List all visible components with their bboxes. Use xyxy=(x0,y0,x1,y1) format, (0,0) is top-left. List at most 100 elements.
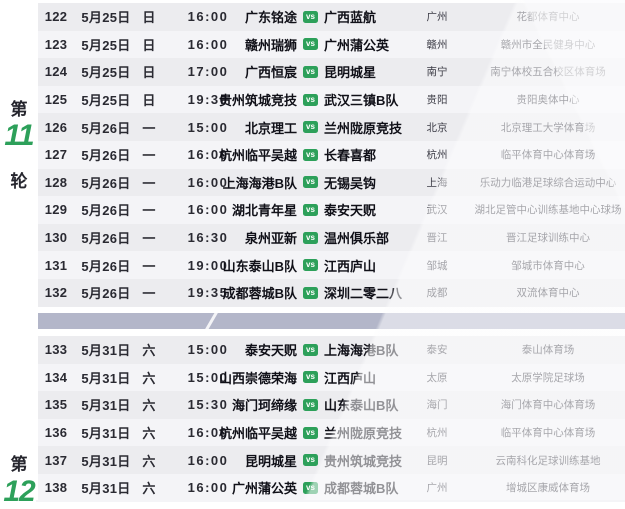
home-team: 昆明城星 xyxy=(244,453,297,469)
vs-badge: vs xyxy=(302,336,319,364)
match-row: 127 5月26日一 16:00 杭州临平吴越 vs 长春喜都 杭州 临平体育中心体育场 xyxy=(36,141,625,169)
match-date: 5月26日 xyxy=(81,258,131,274)
match-number: 128 xyxy=(44,174,68,190)
vs-badge-label: vs xyxy=(303,398,318,411)
match-date: 5月31日 xyxy=(81,426,131,442)
match-weekday: 日 xyxy=(142,93,156,109)
vs-badge-label: vs xyxy=(303,231,318,244)
vs-badge-label: vs xyxy=(303,426,318,439)
match-row: 138 5月31日六 16:00 广州蒲公英 vs 成都蓉城B队 广州 增城区康威体育场 xyxy=(36,474,625,502)
home-team: 湖北青年星 xyxy=(231,203,297,219)
match-row: 123 5月25日日 16:00 赣州瑞狮 vs 广州蒲公英 赣州 赣州市全民健身中心 xyxy=(36,30,625,59)
city-label: 晋江 xyxy=(426,232,448,245)
match-row: 134 5月31日六 15:00 山西崇德荣海 vs 江西庐山 太原 太原学院足球场 xyxy=(36,363,625,392)
venue-label: 北京理工大学体育场 xyxy=(500,121,596,134)
match-number: 131 xyxy=(44,257,68,273)
venue-label: 临平体育中心体育场 xyxy=(500,149,596,162)
venue-label: 乐动力临港足球综合运动中心 xyxy=(479,176,617,189)
match-weekday: 日 xyxy=(142,10,156,26)
vs-badge: vs xyxy=(302,196,319,224)
match-row: 122 5月25日日 16:00 广东铭途 vs 广西蓝航 广州 花都体育中心 xyxy=(36,3,625,31)
match-date: 5月26日 xyxy=(81,175,131,191)
match-weekday: 六 xyxy=(142,398,156,414)
match-row: 125 5月25日日 19:30 贵州筑城竞技 vs 武汉三镇B队 贵阳 贵阳奥体中心 xyxy=(36,85,625,114)
city-label: 上海 xyxy=(426,176,448,189)
match-row: 130 5月26日一 16:30 泉州亚新 vs 温州俱乐部 晋江 晋江足球训练中心 xyxy=(36,223,625,252)
round-11-prefix: 第 xyxy=(10,100,28,119)
vs-badge-label: vs xyxy=(303,343,318,356)
vs-badge: vs xyxy=(302,3,319,31)
venue-label: 太原学院足球场 xyxy=(511,371,585,384)
match-weekday: 一 xyxy=(142,286,156,302)
vs-badge: vs xyxy=(302,251,319,279)
match-number: 137 xyxy=(44,452,68,468)
round-12-section: 133 5月31日六 15:00 泰安天贶 vs 上海海港B队 泰安 泰山体育场 134 5月31… xyxy=(36,336,625,502)
vs-badge-label: vs xyxy=(303,371,318,384)
match-number: 124 xyxy=(44,64,68,80)
city-label: 昆明 xyxy=(426,454,448,467)
vs-badge-label: vs xyxy=(303,65,318,78)
home-team: 山东泰山B队 xyxy=(222,258,297,274)
vs-badge: vs xyxy=(302,169,319,197)
match-number: 130 xyxy=(44,230,68,246)
vs-badge-label: vs xyxy=(303,148,318,161)
city-label: 泰安 xyxy=(426,344,448,357)
venue-label: 增城区康威体育场 xyxy=(506,482,590,495)
vs-badge-label: vs xyxy=(303,121,318,134)
vs-badge: vs xyxy=(302,58,319,86)
city-label: 武汉 xyxy=(426,204,448,217)
vs-badge: vs xyxy=(302,391,319,419)
match-weekday: 日 xyxy=(142,37,156,53)
city-label: 太原 xyxy=(426,371,448,384)
vs-badge-label: vs xyxy=(303,454,318,467)
vs-badge-label: vs xyxy=(303,286,318,299)
round-12-number: 12 xyxy=(3,475,35,508)
match-number: 133 xyxy=(44,342,68,358)
match-number: 126 xyxy=(44,119,68,135)
vs-badge: vs xyxy=(302,224,319,252)
home-team: 泰安天贶 xyxy=(244,343,297,359)
match-row: 135 5月31日六 15:30 海门珂缔缘 vs 山东泰山B队 海门 海门体育中心体育场 xyxy=(36,391,625,419)
venue-label: 湖北足管中心训练基地中心球场 xyxy=(474,204,622,217)
venue-label: 海门体育中心体育场 xyxy=(500,399,596,412)
match-date: 5月25日 xyxy=(81,10,131,26)
city-label: 海门 xyxy=(426,399,448,412)
city-label: 成都 xyxy=(426,287,448,300)
round-12-prefix: 第 xyxy=(10,455,28,474)
match-number: 135 xyxy=(44,397,68,413)
match-weekday: 一 xyxy=(142,120,156,136)
match-number: 132 xyxy=(44,285,68,301)
vs-badge: vs xyxy=(302,279,319,307)
home-team: 海门珂缔缘 xyxy=(231,398,297,414)
city-label: 北京 xyxy=(426,121,448,134)
city-label: 贵阳 xyxy=(426,94,448,107)
match-weekday: 一 xyxy=(142,203,156,219)
home-team: 贵州筑城竞技 xyxy=(218,93,297,109)
round-11-suffix: 轮 xyxy=(10,172,28,191)
match-weekday: 六 xyxy=(142,481,156,497)
divider-slash xyxy=(205,311,218,331)
vs-badge: vs xyxy=(302,86,319,114)
home-team: 上海海港B队 xyxy=(222,175,297,191)
vs-badge-label: vs xyxy=(303,481,318,494)
match-number: 134 xyxy=(44,369,68,385)
match-weekday: 一 xyxy=(142,175,156,191)
match-row: 136 5月31日六 16:00 杭州临平吴越 vs 兰州陇原竞技 杭州 临平体育中心体育场 xyxy=(36,418,625,447)
city-label: 南宁 xyxy=(426,66,448,79)
match-date: 5月25日 xyxy=(81,93,131,109)
venue-label: 赣州市全民健身中心 xyxy=(500,38,596,51)
home-team: 广东铭途 xyxy=(244,10,297,26)
match-date: 5月31日 xyxy=(81,398,131,414)
city-label: 广州 xyxy=(426,11,448,24)
vs-badge: vs xyxy=(302,419,319,447)
match-date: 5月26日 xyxy=(81,148,131,164)
match-weekday: 一 xyxy=(142,148,156,164)
home-team: 广州蒲公英 xyxy=(231,481,297,497)
venue-label: 晋江足球训练中心 xyxy=(506,232,590,245)
match-date: 5月25日 xyxy=(81,65,131,81)
city-label: 杭州 xyxy=(426,427,448,440)
vs-badge: vs xyxy=(302,446,319,474)
match-number: 125 xyxy=(44,92,68,108)
home-team: 山西崇德荣海 xyxy=(218,370,297,386)
home-team: 赣州瑞狮 xyxy=(244,37,297,53)
